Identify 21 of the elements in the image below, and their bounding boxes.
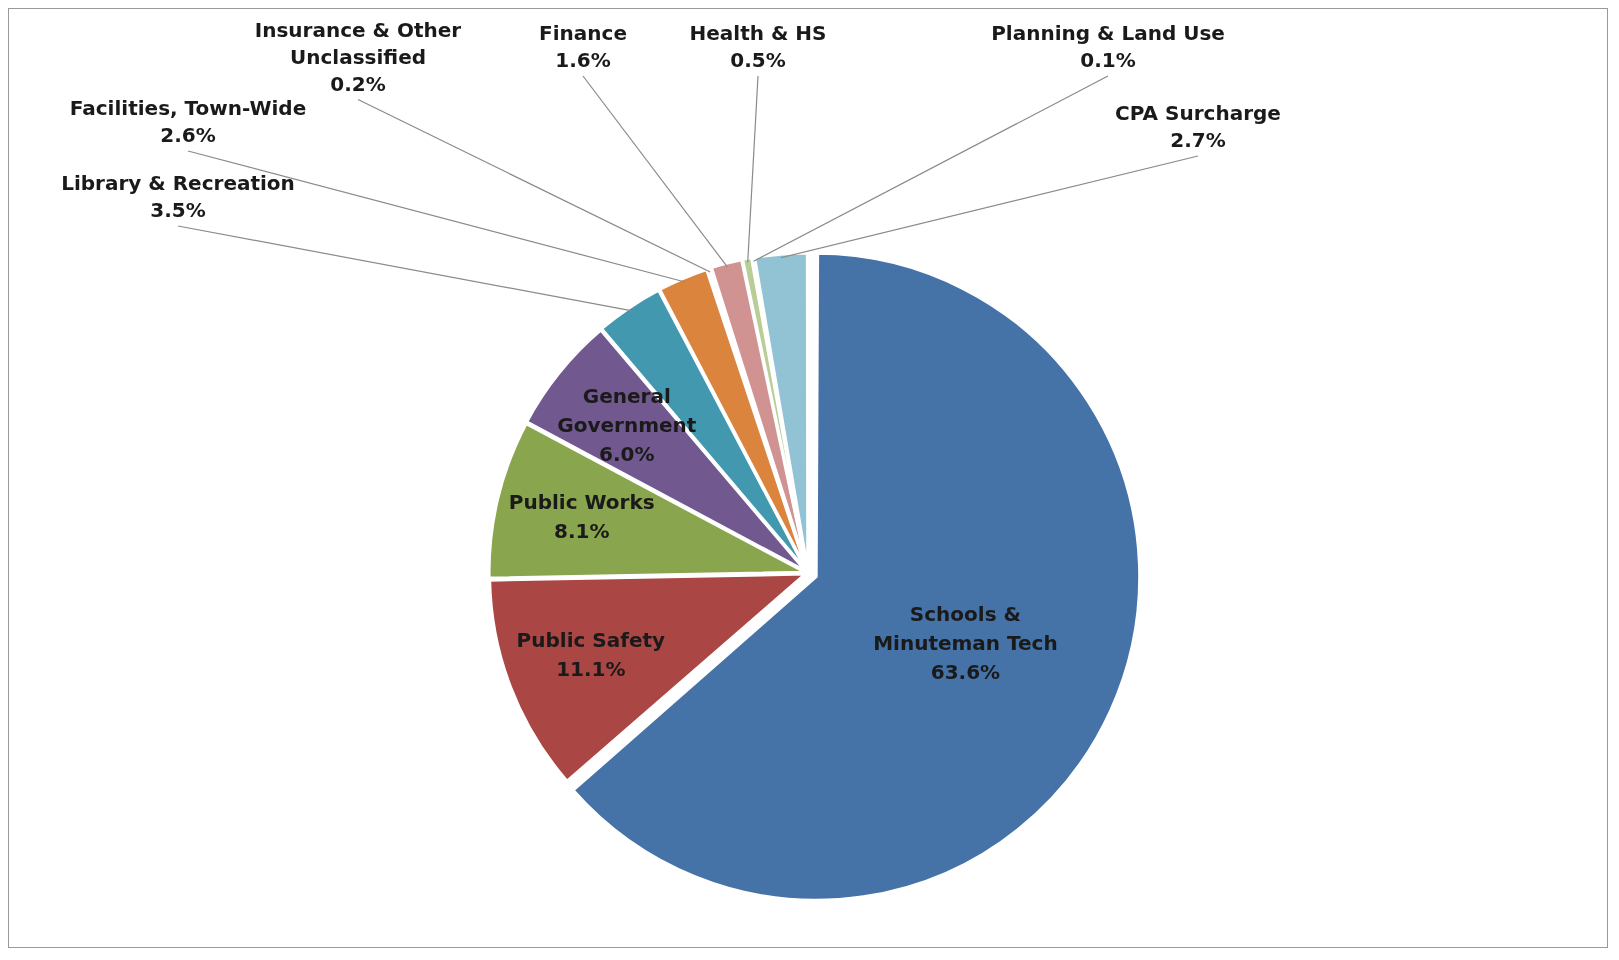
data-label: 8.1% (553, 519, 610, 544)
slice-label: CPA Surcharge (1115, 101, 1281, 126)
slice-label: Planning & Land Use (991, 21, 1225, 46)
data-label: 3.5% (150, 198, 206, 223)
data-label: 11.1% (556, 657, 626, 682)
data-label: 1.6% (555, 48, 611, 73)
data-label: 0.1% (1080, 48, 1136, 73)
data-label: 6.0% (599, 442, 655, 467)
data-label: 0.5% (730, 48, 786, 73)
slice-label: Facilities, Town-Wide (69, 96, 307, 121)
data-label: 0.2% (330, 71, 386, 96)
slice-label: Finance (539, 21, 627, 46)
data-label: 2.7% (1170, 128, 1226, 153)
slice-label: Health & HS (689, 21, 827, 46)
slice-label: Insurance & Other Unclassified (254, 17, 462, 69)
data-label: 2.6% (160, 123, 216, 148)
slice-label: Library & Recreation (61, 171, 295, 196)
slice-label: Public Safety (516, 628, 666, 653)
slice-label: Schools & Minuteman Tech (873, 601, 1058, 655)
slice-label: Public Works (508, 490, 655, 515)
data-label: 63.6% (930, 659, 1001, 684)
